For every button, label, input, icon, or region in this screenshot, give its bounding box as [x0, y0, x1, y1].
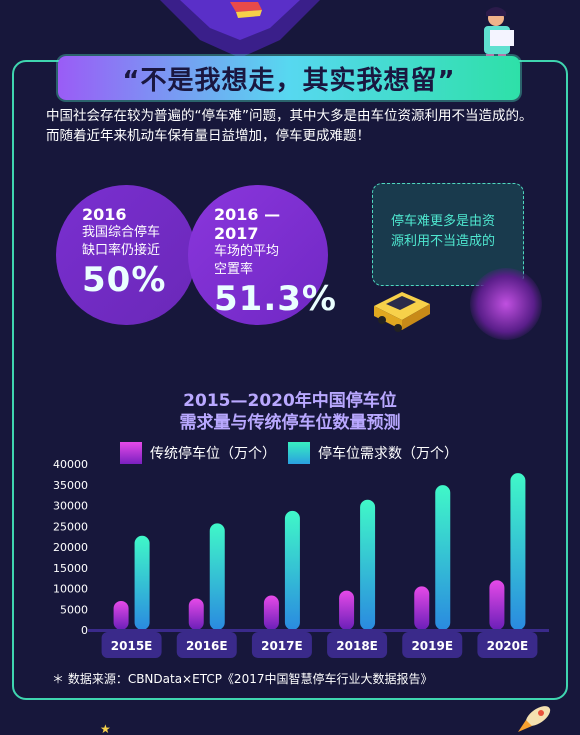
- bar-demand: [134, 535, 150, 630]
- headline-text: “不是我想走，其实我想留”: [122, 65, 456, 96]
- bar-demand: [435, 485, 451, 630]
- stat-value: 51.3%: [214, 279, 337, 319]
- bubble-line1: 停车难更多是由资: [391, 214, 496, 229]
- legend-swatch-traditional: [120, 442, 142, 464]
- stat-value: 50%: [82, 260, 167, 300]
- bar-traditional: [188, 598, 204, 630]
- rocket-icon: [518, 706, 551, 732]
- stat-circle-gap-rate: 2016 我国综合停车 缺口率仍接近 50%: [56, 185, 196, 325]
- y-tick-label: 40000: [53, 458, 88, 471]
- x-tick-label: 2020E: [487, 639, 529, 653]
- y-tick-label: 15000: [53, 562, 88, 575]
- bar-demand: [209, 523, 225, 630]
- y-tick-label: 10000: [53, 583, 88, 596]
- y-tick-label: 25000: [53, 520, 88, 533]
- x-tick-pill: [327, 632, 388, 658]
- star-icon: ★: [100, 722, 111, 735]
- chart-title-line2: 需求量与传统停车位数量预测: [179, 413, 401, 433]
- x-tick-pill: [251, 632, 312, 658]
- x-tick-label: 2015E: [111, 639, 153, 653]
- y-tick-label: 35000: [53, 479, 88, 492]
- bar-traditional: [414, 586, 430, 630]
- bubble-line2: 源利用不当造成的: [391, 234, 496, 249]
- isometric-platform-illustration: [160, 0, 320, 58]
- chart-legend: 传统停车位（万个） 停车位需求数（万个）: [0, 440, 580, 466]
- stat-circle-vacancy-rate: 2016 — 2017 车场的平均 空置率 51.3%: [188, 185, 337, 325]
- bar-demand: [284, 510, 300, 630]
- bar-traditional: [113, 600, 129, 630]
- y-tick-label: 30000: [53, 500, 88, 513]
- stat-desc-line1: 我国综合停车: [82, 225, 161, 240]
- x-tick-pill: [477, 632, 538, 658]
- y-tick-label: 5000: [60, 603, 88, 616]
- parking-bar-chart: 0 5000 10000 15000 20000 25000 30000 35000 40000…: [53, 458, 549, 658]
- y-tick-label: 0: [81, 624, 88, 637]
- bar-traditional: [263, 595, 279, 630]
- x-tick-label: 2018E: [336, 639, 378, 653]
- stat-year: 2016 — 2017: [214, 205, 281, 243]
- bar-demand: [360, 499, 376, 630]
- legend-label-traditional: 传统停车位（万个）: [150, 446, 276, 462]
- bar-traditional: [489, 580, 505, 630]
- x-tick-pill: [402, 632, 463, 658]
- stat-desc-line1: 车场的平均: [214, 244, 280, 259]
- stat-year: 2016: [82, 205, 127, 224]
- stat-desc-line2: 缺口率仍接近: [82, 243, 161, 258]
- headline-banner: “不是我想走，其实我想留”: [58, 56, 520, 100]
- chart-title-line1: 2015—2020年中国停车位: [183, 391, 397, 411]
- legend-label-demand: 停车位需求数（万个）: [318, 446, 458, 462]
- taxi-car-icon: [374, 292, 430, 332]
- x-tick-pill: [101, 632, 162, 658]
- x-tick-pill: [176, 632, 237, 658]
- x-tick-label: 2019E: [411, 639, 453, 653]
- stat-desc-line2: 空置率: [214, 262, 254, 277]
- bar-demand: [510, 473, 526, 630]
- x-tick-label: 2017E: [261, 639, 303, 653]
- data-source-note: ＊ 数据来源：CBNData×ETCP《2017中国智慧停车行业大数据报告》: [52, 672, 433, 686]
- legend-swatch-demand: [288, 442, 310, 464]
- x-axis-line: [88, 629, 549, 632]
- x-tick-label: 2016E: [186, 639, 228, 653]
- intro-paragraph: 中国社会存在较为普遍的“停车难”问题，其中大多是由车位资源利用不当造成的。而随着…: [46, 108, 533, 144]
- bar-traditional: [339, 590, 355, 630]
- glow-decoration: [470, 268, 542, 340]
- y-tick-label: 20000: [53, 541, 88, 554]
